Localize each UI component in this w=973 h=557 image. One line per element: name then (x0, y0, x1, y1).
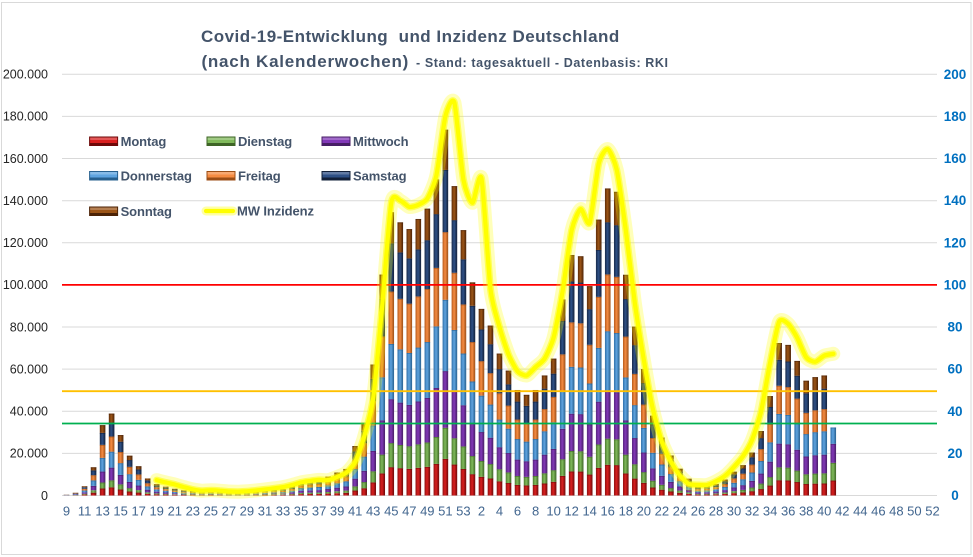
svg-text:140.000: 140.000 (3, 194, 48, 208)
svg-text:120.000: 120.000 (3, 236, 48, 250)
svg-text:200: 200 (944, 67, 967, 82)
svg-text:35: 35 (294, 503, 308, 518)
svg-text:33: 33 (276, 503, 290, 518)
svg-text:Freitag: Freitag (238, 169, 281, 184)
svg-text:20: 20 (637, 503, 651, 518)
svg-text:28: 28 (709, 503, 723, 518)
svg-text:60: 60 (947, 362, 962, 377)
svg-text:52: 52 (925, 503, 939, 518)
svg-text:46: 46 (871, 503, 885, 518)
svg-text:Dienstag: Dienstag (238, 134, 292, 149)
svg-text:14: 14 (582, 503, 596, 518)
svg-text:38: 38 (799, 503, 813, 518)
svg-text:12: 12 (564, 503, 578, 518)
svg-text:44: 44 (853, 503, 867, 518)
svg-text:39: 39 (330, 503, 344, 518)
svg-text:29: 29 (240, 503, 254, 518)
svg-text:- Stand: tagesaktuell - Datenb: - Stand: tagesaktuell - Datenbasis: RKI (416, 56, 669, 70)
svg-text:80: 80 (947, 320, 962, 335)
svg-text:15: 15 (113, 503, 127, 518)
svg-text:2: 2 (478, 503, 485, 518)
svg-text:160: 160 (944, 151, 967, 166)
svg-text:0: 0 (41, 489, 48, 503)
svg-text:16: 16 (600, 503, 614, 518)
svg-text:4: 4 (496, 503, 503, 518)
svg-text:32: 32 (745, 503, 759, 518)
svg-text:53: 53 (456, 503, 470, 518)
svg-text:9: 9 (63, 503, 70, 518)
svg-text:27: 27 (222, 503, 236, 518)
svg-text:40: 40 (947, 404, 962, 419)
svg-text:50: 50 (907, 503, 921, 518)
svg-text:Sonntag: Sonntag (121, 204, 172, 219)
svg-text:Mittwoch: Mittwoch (353, 134, 409, 149)
svg-text:43: 43 (366, 503, 380, 518)
svg-text:Donnerstag: Donnerstag (121, 169, 192, 184)
svg-text:24: 24 (673, 503, 687, 518)
svg-text:23: 23 (186, 503, 200, 518)
svg-text:26: 26 (691, 503, 705, 518)
svg-text:(nach Kalenderwochen): (nach Kalenderwochen) (202, 52, 410, 71)
svg-text:120: 120 (944, 235, 967, 250)
svg-text:80.000: 80.000 (10, 320, 48, 334)
svg-text:30: 30 (727, 503, 741, 518)
svg-text:40.000: 40.000 (10, 405, 48, 419)
svg-text:160.000: 160.000 (3, 152, 48, 166)
svg-text:18: 18 (619, 503, 633, 518)
svg-text:60.000: 60.000 (10, 362, 48, 376)
svg-text:36: 36 (781, 503, 795, 518)
svg-text:Covid-19-Entwicklung und Inzi: Covid-19-Entwicklung und Inzidenz Deutsc… (201, 27, 620, 46)
svg-text:45: 45 (384, 503, 398, 518)
svg-text:13: 13 (95, 503, 109, 518)
svg-text:31: 31 (258, 503, 272, 518)
svg-text:20: 20 (947, 446, 962, 461)
svg-text:40: 40 (817, 503, 831, 518)
svg-text:100.000: 100.000 (3, 278, 48, 292)
svg-text:34: 34 (763, 503, 777, 518)
svg-text:180: 180 (944, 109, 967, 124)
svg-text:200.000: 200.000 (3, 68, 48, 82)
svg-text:48: 48 (889, 503, 903, 518)
svg-text:Montag: Montag (121, 134, 167, 149)
svg-text:22: 22 (655, 503, 669, 518)
svg-text:47: 47 (402, 503, 416, 518)
svg-text:41: 41 (348, 503, 362, 518)
svg-text:11: 11 (78, 503, 92, 518)
svg-text:100: 100 (944, 277, 967, 292)
svg-text:37: 37 (312, 503, 326, 518)
svg-text:49: 49 (420, 503, 434, 518)
svg-text:20.000: 20.000 (10, 447, 48, 461)
svg-text:51: 51 (438, 503, 452, 518)
svg-text:10: 10 (546, 503, 560, 518)
svg-text:6: 6 (514, 503, 521, 518)
svg-text:Samstag: Samstag (353, 169, 407, 184)
svg-text:42: 42 (835, 503, 849, 518)
svg-text:25: 25 (204, 503, 218, 518)
svg-text:140: 140 (944, 193, 967, 208)
svg-text:0: 0 (951, 488, 959, 503)
svg-text:19: 19 (149, 503, 163, 518)
svg-text:21: 21 (168, 503, 182, 518)
svg-text:8: 8 (532, 503, 539, 518)
svg-text:17: 17 (131, 503, 145, 518)
svg-text:180.000: 180.000 (3, 110, 48, 124)
svg-text:MW Inzidenz: MW Inzidenz (237, 204, 314, 219)
